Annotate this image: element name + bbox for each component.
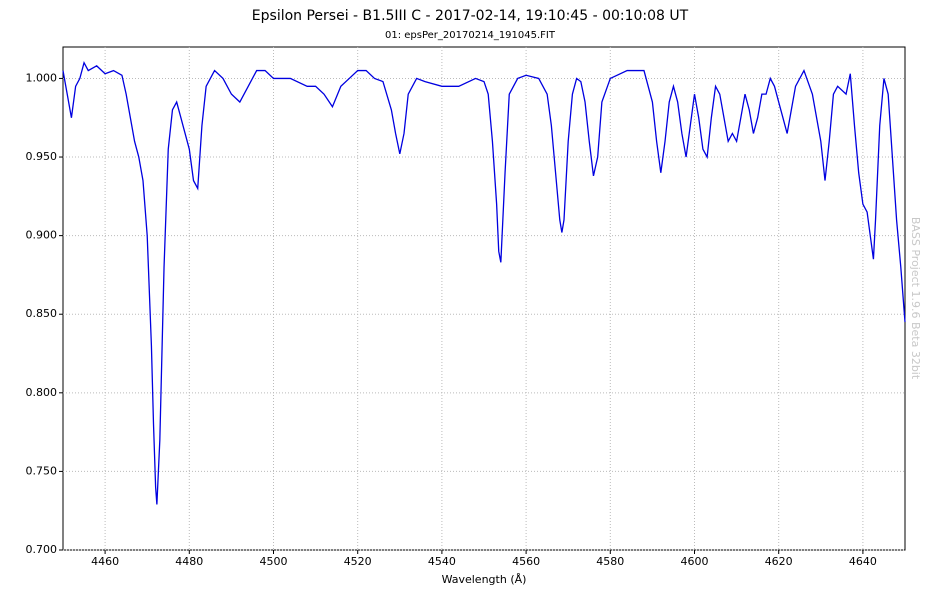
x-tick-label: 4600 [681,555,709,568]
x-tick-label: 4520 [344,555,372,568]
spectrum-line [62,60,906,505]
x-tick-label: 4580 [596,555,624,568]
watermark: BASS Project 1.9.6 Beta 32bit [909,217,922,380]
chart-title: Epsilon Persei - B1.5III C - 2017-02-14,… [252,8,689,24]
y-tick-label: 0.850 [26,307,58,320]
y-tick-label: 0.900 [26,229,58,242]
y-tick-label: 0.950 [26,150,58,163]
x-tick-label: 4640 [849,555,877,568]
y-tick-label: 0.800 [26,386,58,399]
chart-subtitle: 01: epsPer_20170214_191045.FIT [385,30,556,41]
x-tick-label: 4620 [765,555,793,568]
y-tick-label: 0.700 [26,543,58,556]
x-tick-label: 4480 [175,555,203,568]
x-tick-label: 4540 [428,555,456,568]
x-axis-label: Wavelength (Å) [442,573,527,586]
y-tick-label: 1.000 [26,71,58,84]
y-tick-label: 0.750 [26,464,58,477]
x-tick-label: 4560 [512,555,540,568]
x-tick-label: 4500 [260,555,288,568]
x-tick-label: 4460 [91,555,119,568]
